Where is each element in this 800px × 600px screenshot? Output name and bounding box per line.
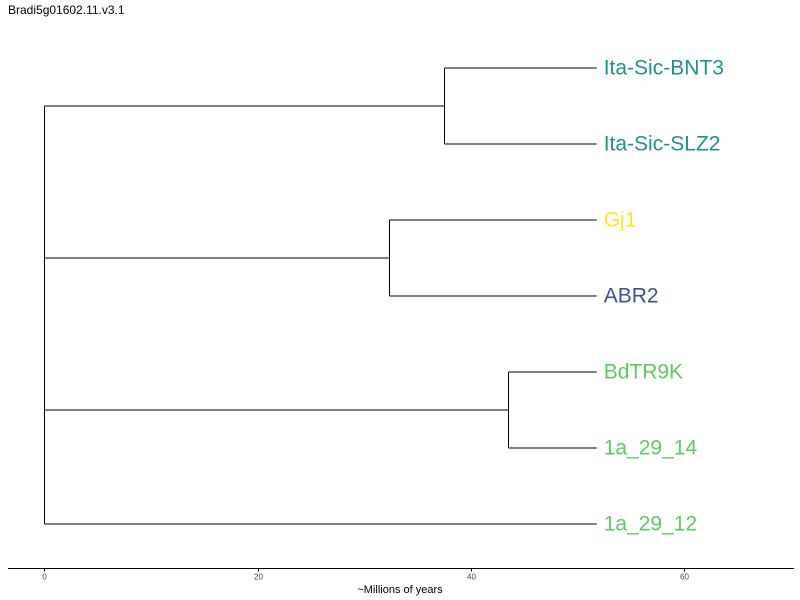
figure-title: Bradi5g01602.11.v3.1 <box>8 3 125 17</box>
tip-label: BdTR9K <box>604 361 683 384</box>
tip-label: Gj1 <box>604 209 637 232</box>
x-tick-label: 20 <box>254 573 263 582</box>
x-tick-label: 40 <box>467 573 476 582</box>
tip-label: Ita-Sic-BNT3 <box>604 57 724 80</box>
x-axis-label: ~Millions of years <box>357 584 443 596</box>
tip-labels: Ita-Sic-BNT3 Ita-Sic-SLZ2 Gj1 ABR2 BdTR9K 1a_… <box>604 57 724 536</box>
x-axis: 0 20 40 60 <box>8 568 794 582</box>
tip-label: ABR2 <box>604 285 659 308</box>
tip-label: Ita-Sic-SLZ2 <box>604 133 721 156</box>
x-tick-label: 60 <box>680 573 689 582</box>
x-tick-label: 0 <box>42 573 47 582</box>
tip-label: 1a_29_14 <box>604 437 698 460</box>
tip-label: 1a_29_12 <box>604 513 697 536</box>
tree-branches <box>44 67 597 525</box>
